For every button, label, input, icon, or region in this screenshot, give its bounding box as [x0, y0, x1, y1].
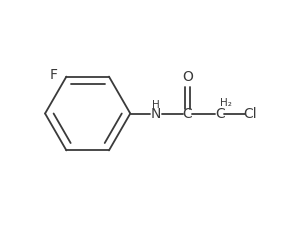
- Text: H: H: [152, 100, 160, 110]
- Text: C: C: [183, 106, 192, 121]
- Text: O: O: [182, 70, 193, 84]
- Text: C: C: [215, 106, 225, 121]
- Text: F: F: [50, 69, 58, 82]
- Text: H₂: H₂: [220, 98, 232, 108]
- Text: Cl: Cl: [243, 106, 257, 121]
- Text: N: N: [151, 106, 161, 121]
